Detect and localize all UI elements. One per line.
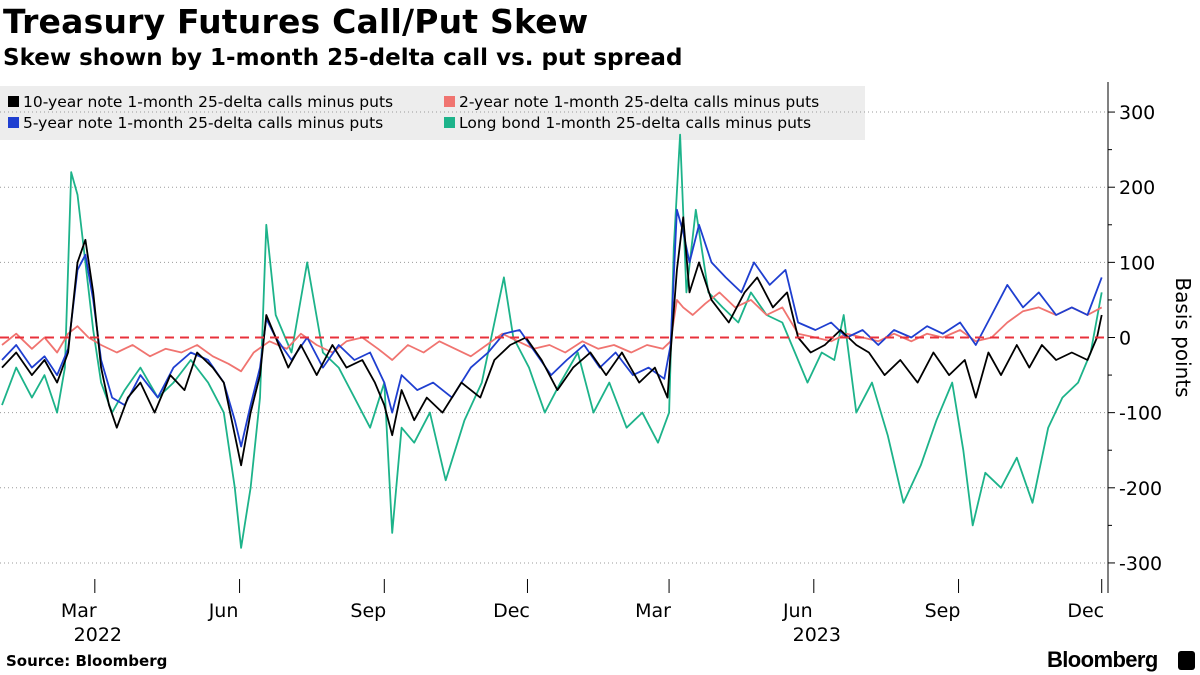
legend-swatch-5-year bbox=[8, 117, 19, 128]
bloomberg-logo: Bloomberg bbox=[1047, 647, 1158, 672]
y-tick-label: 0 bbox=[1119, 328, 1131, 350]
bloomberg-bars-icon bbox=[1178, 651, 1195, 670]
x-tick-label: Mar bbox=[635, 600, 671, 622]
x-tick-label: Dec bbox=[1067, 600, 1104, 622]
y-tick-label: 300 bbox=[1119, 102, 1155, 124]
legend-label-10-year: 10-year note 1-month 25-delta calls minu… bbox=[23, 93, 394, 111]
legend-swatch-2-year bbox=[444, 96, 455, 107]
legend-item-5-year: 5-year note 1-month 25-delta calls minus… bbox=[8, 114, 383, 132]
legend-label-5-year: 5-year note 1-month 25-delta calls minus… bbox=[23, 114, 384, 132]
legend-item-10-year: 10-year note 1-month 25-delta calls minu… bbox=[8, 93, 393, 111]
series-line-1 bbox=[1, 291, 1103, 373]
y-tick-label: -200 bbox=[1119, 478, 1162, 500]
y-axis-label: Basis points bbox=[1171, 277, 1195, 397]
chart-subtitle: Skew shown by 1-month 25-delta call vs. … bbox=[3, 45, 683, 71]
series-line-3 bbox=[1, 133, 1103, 549]
legend-item-long-bond: Long bond 1-month 25-delta calls minus p… bbox=[444, 114, 811, 132]
legend-label-2-year: 2-year note 1-month 25-delta calls minus… bbox=[459, 93, 820, 111]
legend: 10-year note 1-month 25-delta calls minu… bbox=[0, 86, 865, 140]
x-tick-label: Jun bbox=[208, 600, 239, 622]
x-tick-label: Sep bbox=[350, 600, 386, 622]
y-tick-label: 100 bbox=[1119, 252, 1155, 274]
chart-title: Treasury Futures Call/Put Skew bbox=[3, 2, 589, 41]
y-tick-label: 200 bbox=[1119, 177, 1155, 199]
legend-swatch-10-year bbox=[8, 96, 19, 107]
x-tick-label: Dec bbox=[493, 600, 530, 622]
y-tick-label: -100 bbox=[1119, 403, 1162, 425]
legend-swatch-long-bond bbox=[444, 117, 455, 128]
legend-label-long-bond: Long bond 1-month 25-delta calls minus p… bbox=[459, 114, 812, 132]
x-year-label: 2022 bbox=[74, 624, 122, 646]
y-tick-label: -300 bbox=[1119, 553, 1162, 575]
x-year-label: 2023 bbox=[793, 624, 841, 646]
x-tick-label: Mar bbox=[61, 600, 97, 622]
source-note: Source: Bloomberg bbox=[6, 652, 168, 670]
legend-item-2-year: 2-year note 1-month 25-delta calls minus… bbox=[444, 93, 819, 111]
x-tick-label: Sep bbox=[925, 600, 961, 622]
x-tick-label: Jun bbox=[782, 600, 813, 622]
series-line-0 bbox=[1, 216, 1103, 467]
series-line-2 bbox=[1, 208, 1103, 448]
